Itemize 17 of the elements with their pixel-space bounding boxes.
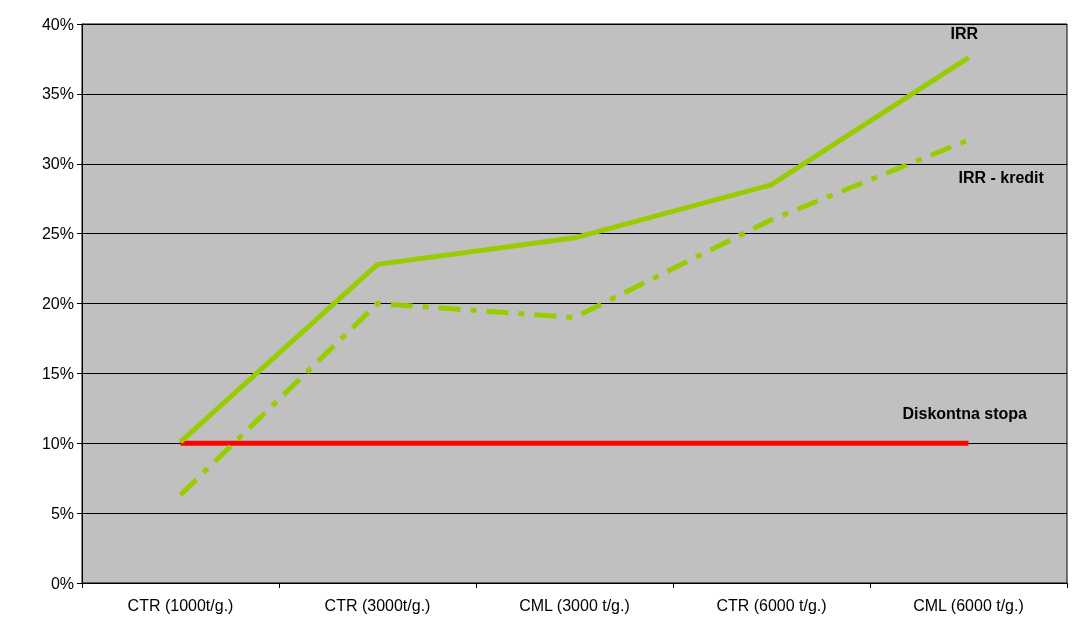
x-tick-label: CTR (1000t/g.) xyxy=(127,596,234,614)
y-tick-label: 20% xyxy=(41,295,74,312)
y-tick-label: 5% xyxy=(50,504,74,522)
series-label: IRR - kredit xyxy=(958,169,1045,187)
y-tick-label: 35% xyxy=(41,85,74,103)
y-tick-label: 15% xyxy=(41,364,74,382)
x-tick-label: CML (3000 t/g.) xyxy=(519,596,630,614)
y-tick-label: 10% xyxy=(41,434,74,452)
x-tick-label: CTR (3000t/g.) xyxy=(324,596,431,614)
x-tick-label: CML (6000 t/g.) xyxy=(913,596,1024,614)
x-tick-label: CTR (6000 t/g.) xyxy=(716,596,827,614)
series-label: IRR xyxy=(950,25,979,43)
series-label: Diskontna stopa xyxy=(902,404,1028,422)
y-tick-label: 0% xyxy=(50,574,74,592)
y-tick-label: 30% xyxy=(41,155,74,173)
y-tick-label: 40% xyxy=(41,15,74,33)
y-tick-label: 25% xyxy=(41,225,74,243)
